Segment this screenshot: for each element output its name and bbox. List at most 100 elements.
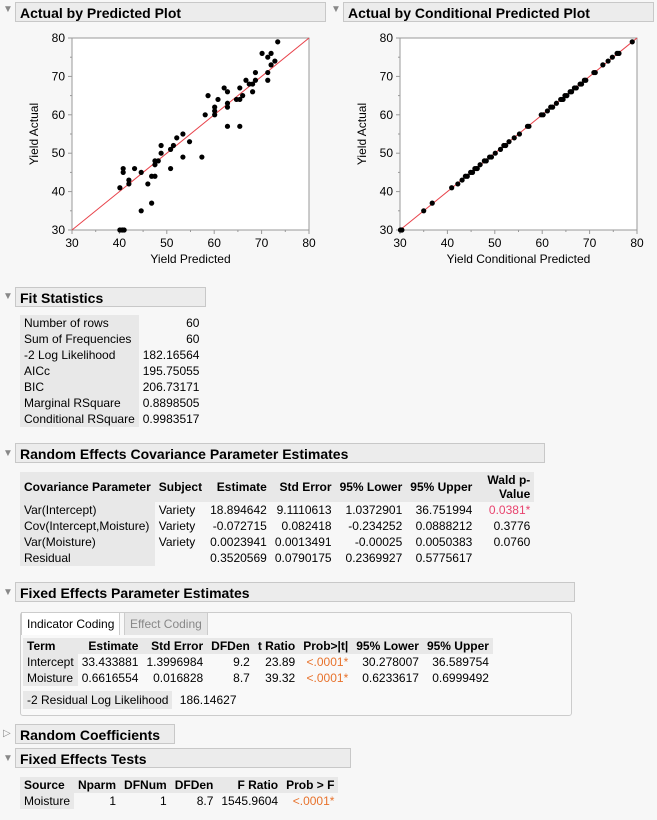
- data-point: [516, 131, 523, 137]
- table-cell: 39.32: [265, 671, 296, 685]
- y-tick-label: 60: [380, 108, 394, 122]
- table-cell: Residual: [20, 550, 155, 566]
- data-point: [152, 162, 158, 168]
- data-point: [145, 181, 151, 187]
- collapse-triangle-icon[interactable]: ▼: [3, 291, 13, 302]
- fixed-effects-tests-table: Source Nparm DFNum DFDen F Ratio Prob > F Mois…: [20, 777, 339, 809]
- collapse-triangle-icon[interactable]: ▼: [3, 753, 13, 764]
- x-tick-label: 70: [583, 236, 597, 250]
- column-header: Nparm: [74, 777, 121, 793]
- fit-stat-label: AICc: [20, 363, 139, 379]
- table-cell: 36.751994: [415, 503, 473, 517]
- fit-stat-row: Number of rows 60: [20, 315, 203, 331]
- x-tick-label: 60: [536, 236, 550, 250]
- section-header-random-coefficients[interactable]: Random Coefficients: [15, 724, 175, 744]
- fit-stat-row: BIC 206.73171: [20, 379, 203, 395]
- table-cell: Moisture: [20, 793, 75, 809]
- data-point: [224, 123, 231, 129]
- data-point: [268, 50, 274, 56]
- rll-value: 186.14627: [179, 693, 237, 707]
- table-cell: Intercept: [23, 654, 78, 670]
- section-header-fit-statistics[interactable]: Fit Statistics: [15, 287, 206, 307]
- data-point: [186, 139, 193, 145]
- residual-log-likelihood: -2 Residual Log Likelihood 186.14627: [23, 691, 237, 709]
- x-tick-label: 80: [302, 236, 316, 250]
- section-header-actual-by-conditional[interactable]: Actual by Conditional Predicted Plot: [343, 2, 654, 22]
- collapse-triangle-icon[interactable]: ▼: [331, 4, 341, 15]
- y-tick-label: 30: [52, 223, 66, 237]
- x-tick-label: 30: [393, 236, 407, 250]
- collapse-triangle-icon[interactable]: ▼: [3, 448, 13, 459]
- table-cell: <.0001*: [292, 794, 335, 808]
- data-point: [605, 58, 611, 64]
- table-cell: 0.0050383: [415, 535, 473, 549]
- data-point: [120, 165, 126, 172]
- fit-stat-value: 0.9983517: [142, 412, 200, 426]
- data-point: [550, 104, 556, 110]
- data-point: [544, 108, 551, 114]
- data-point: [249, 81, 256, 87]
- section-header-actual-by-predicted[interactable]: Actual by Predicted Plot: [15, 2, 326, 22]
- table-cell: 33.433881: [81, 655, 139, 669]
- column-header: DFNum: [120, 777, 171, 793]
- data-point: [243, 77, 249, 83]
- data-point: [117, 185, 123, 191]
- data-point: [629, 39, 635, 45]
- table-row: Moisture 1 1 8.7 1545.9604 <.0001*: [20, 793, 338, 809]
- data-point: [540, 112, 546, 118]
- x-tick-label: 80: [630, 236, 644, 250]
- y-tick-label: 70: [380, 69, 394, 83]
- table-cell: Var(Intercept): [20, 502, 155, 518]
- data-point: [138, 208, 144, 214]
- data-point: [488, 154, 495, 160]
- column-header: t Ratio: [253, 638, 300, 654]
- x-tick-label: 40: [113, 236, 127, 250]
- column-header: Prob>|t|: [299, 638, 353, 654]
- collapse-triangle-icon[interactable]: ▼: [3, 4, 13, 15]
- data-point: [237, 96, 243, 103]
- table-cell: Moisture: [23, 670, 78, 686]
- data-point: [265, 54, 271, 60]
- y-tick-label: 40: [380, 185, 394, 199]
- column-header: Std Error: [270, 472, 336, 502]
- x-axis-label: Yield Predicted: [150, 252, 230, 266]
- y-tick-label: 60: [52, 108, 66, 122]
- y-tick-label: 40: [52, 185, 66, 199]
- collapse-triangle-icon[interactable]: ▼: [3, 587, 13, 598]
- expand-triangle-icon[interactable]: ▷: [3, 728, 11, 739]
- section-header-fixed-effects-tests[interactable]: Fixed Effects Tests: [15, 748, 351, 768]
- y-tick-label: 50: [52, 146, 66, 160]
- data-point: [265, 77, 271, 83]
- section-header-fixed-effects[interactable]: Fixed Effects Parameter Estimates: [15, 582, 575, 602]
- table-cell: 0.0790175: [274, 551, 332, 565]
- random-effects-table: Covariance Parameter Subject Estimate Std E…: [20, 472, 535, 566]
- data-point: [464, 173, 470, 179]
- fit-stat-label: Marginal RSquare: [20, 395, 139, 411]
- data-point: [511, 135, 517, 141]
- data-point: [578, 81, 585, 87]
- data-point: [167, 165, 174, 172]
- fit-stat-value: 60: [186, 332, 200, 346]
- data-point: [526, 123, 532, 129]
- data-point: [155, 158, 161, 164]
- section-header-random-effects[interactable]: Random Effects Covariance Parameter Esti…: [15, 443, 545, 463]
- data-point: [474, 165, 480, 172]
- rll-label: -2 Residual Log Likelihood: [23, 691, 173, 709]
- table-row: Intercept 33.433881 1.3996984 9.2 23.89 <.000…: [23, 654, 493, 670]
- fit-stat-label: -2 Log Likelihood: [20, 347, 139, 363]
- data-point: [564, 93, 570, 99]
- data-point: [212, 108, 218, 114]
- data-point: [212, 104, 218, 110]
- fit-stat-row: -2 Log Likelihood 182.16564: [20, 347, 203, 363]
- fit-stat-row: Conditional RSquare 0.9983517: [20, 411, 203, 427]
- column-header: Source: [20, 777, 75, 793]
- data-point: [138, 169, 144, 175]
- data-point: [503, 142, 509, 149]
- table-cell: 0.3776: [493, 519, 531, 533]
- tab-effect-coding[interactable]: Effect Coding: [124, 612, 208, 635]
- tab-indicator-coding[interactable]: Indicator Coding: [21, 612, 121, 635]
- table-cell: 0.0760: [493, 535, 531, 549]
- x-tick-label: 30: [65, 236, 79, 250]
